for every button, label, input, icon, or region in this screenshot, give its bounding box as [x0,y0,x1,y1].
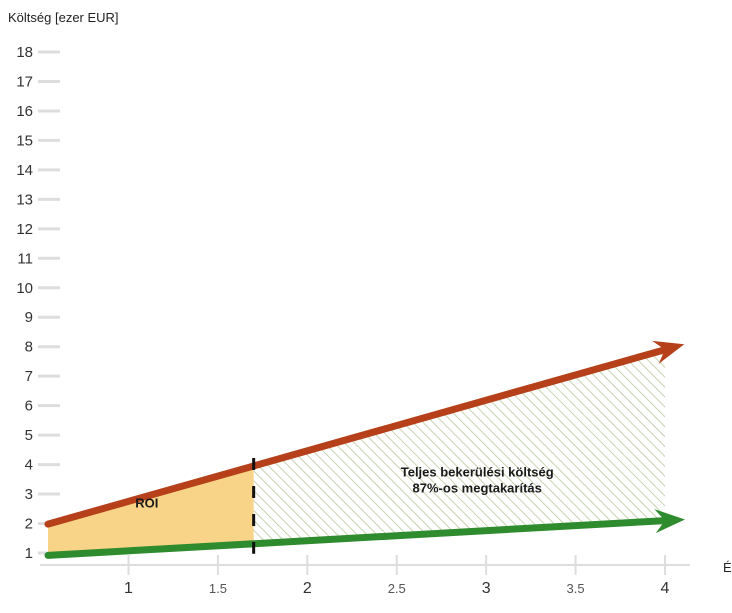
savings-label-line-2: 87%-os megtakarítás [413,480,542,495]
y-tick-label: 12 [16,221,33,238]
roi-label: ROI [135,495,158,510]
roi-area [48,465,254,556]
y-tick-label: 14 [16,162,33,179]
y-tick-label: 16 [16,103,33,120]
y-tick-label: 4 [25,457,33,474]
x-axis: 1 1.5 2 2.5 3 3.5 4 [40,555,690,597]
y-tick-label: 10 [16,280,33,297]
y-tick-label: 7 [25,368,33,385]
y-tick-label: 13 [16,191,33,208]
x-tick-label: 4 [661,580,670,597]
x-tick-label: 1 [124,580,133,597]
y-tick-label: 8 [25,339,33,356]
y-tick-label: 2 [25,516,33,533]
series-arrowhead-reduced-cost [654,509,685,534]
series-arrowhead-total-cost [652,340,685,364]
series-line-total-cost [44,346,667,528]
y-tick-label: 17 [16,73,33,90]
x-tick-label: 2.5 [388,581,406,596]
x-tick-label: 3 [482,580,491,597]
x-tick-label: 1.5 [209,581,227,596]
y-tick-label: 18 [16,44,33,61]
y-tick-label: 1 [25,545,33,562]
x-axis-title: Év [723,560,732,575]
y-tick-label: 5 [25,427,33,444]
y-tick-label: 6 [25,398,33,415]
y-tick-label: 11 [17,250,33,267]
y-axis-title: Költség [ezer EUR] [8,10,119,25]
x-tick-label: 3.5 [567,581,585,596]
savings-label-line-1: Teljes bekerülési költség [401,464,554,479]
savings-hatched-area [253,349,665,544]
y-tick-label: 15 [16,132,33,149]
series-line-reduced-cost [44,517,667,559]
y-tick-label: 9 [25,309,33,326]
x-tick-label: 2 [303,580,312,597]
y-tick-label: 3 [25,486,33,503]
